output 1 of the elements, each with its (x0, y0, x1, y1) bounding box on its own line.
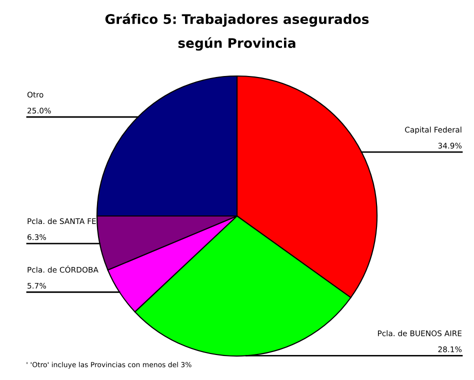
chart-title: Gráfico 5: Trabajadores asegurados según Provincia (105, 13, 369, 51)
